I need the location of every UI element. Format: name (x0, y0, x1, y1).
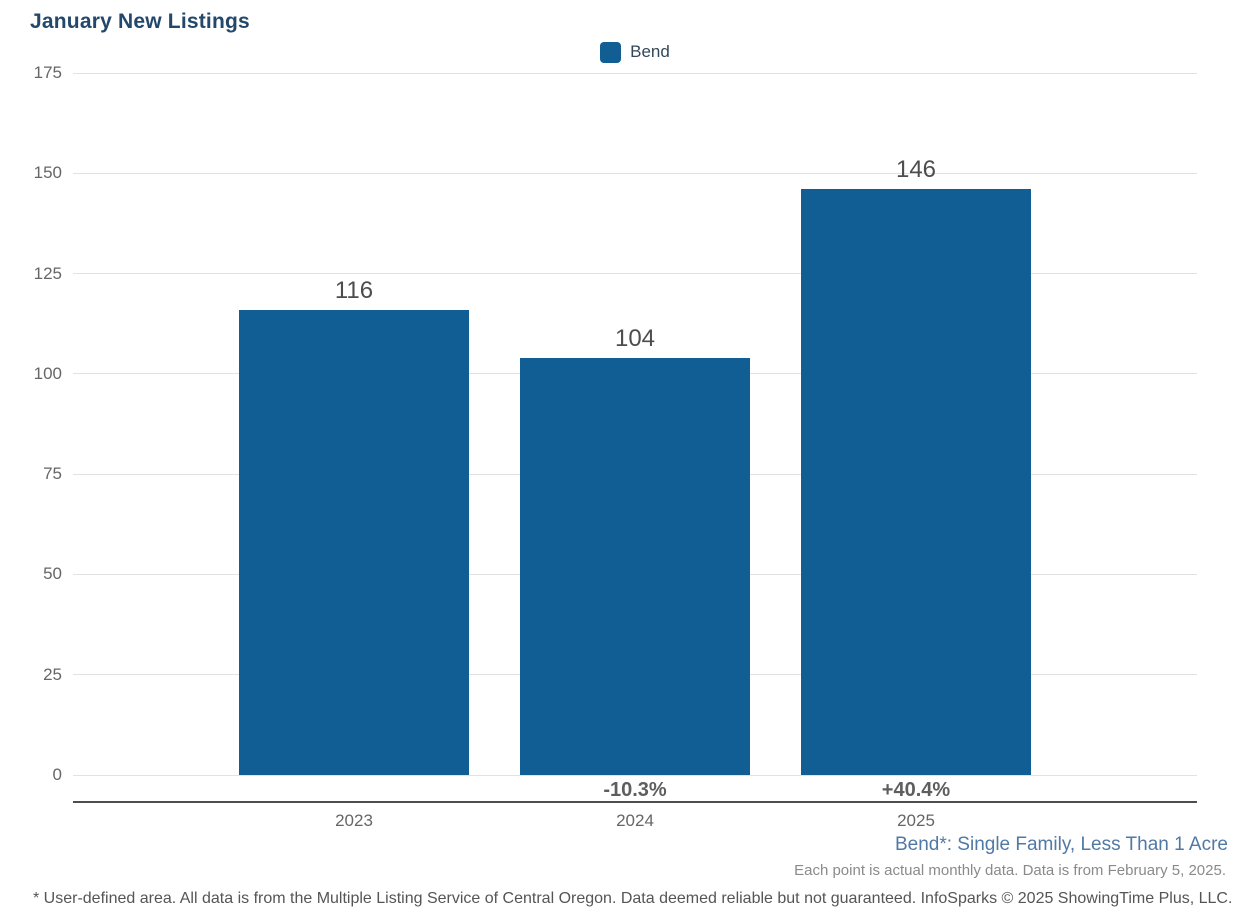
change-label-2024: -10.3% (603, 779, 667, 801)
y-tick-label-25: 25 (43, 664, 62, 684)
legend: Bend (73, 40, 1197, 64)
bar-2023[interactable] (239, 309, 469, 775)
x-tick-label-2025: 2025 (897, 811, 935, 830)
bar-2024[interactable] (520, 357, 750, 775)
y-tick-label-125: 125 (33, 263, 62, 283)
value-label-2024: 104 (614, 324, 656, 352)
gridline-y-175 (73, 72, 1197, 74)
y-tick-label-175: 175 (33, 63, 62, 82)
x-tick-label-2024: 2024 (616, 811, 654, 830)
gridline-y-150 (73, 172, 1197, 174)
gridline-y-0 (73, 774, 1197, 776)
y-tick-label-100: 100 (33, 363, 62, 383)
disclaimer: * User-defined area. All data is from th… (33, 890, 1233, 907)
y-tick-label-150: 150 (33, 163, 62, 183)
x-axis-line (73, 801, 1197, 803)
y-tick-label-75: 75 (43, 464, 62, 484)
series-definition: Bend*: Single Family, Less Than 1 Acre (894, 834, 1228, 855)
x-tick-label-2023: 2023 (335, 811, 373, 830)
legend-swatch-bend (600, 41, 622, 63)
bar-2025[interactable] (801, 189, 1031, 775)
data-note: Each point is actual monthly data. Data … (794, 862, 1226, 879)
y-tick-label-0: 0 (52, 765, 62, 784)
value-label-2025: 146 (895, 156, 937, 184)
chart-title: January New Listings (30, 10, 250, 33)
legend-label-bend: Bend (630, 42, 670, 61)
change-label-2025: +40.4% (881, 779, 951, 801)
value-label-2023: 116 (334, 276, 374, 304)
y-tick-label-50: 50 (43, 564, 62, 584)
gridline-y-125 (73, 273, 1197, 275)
